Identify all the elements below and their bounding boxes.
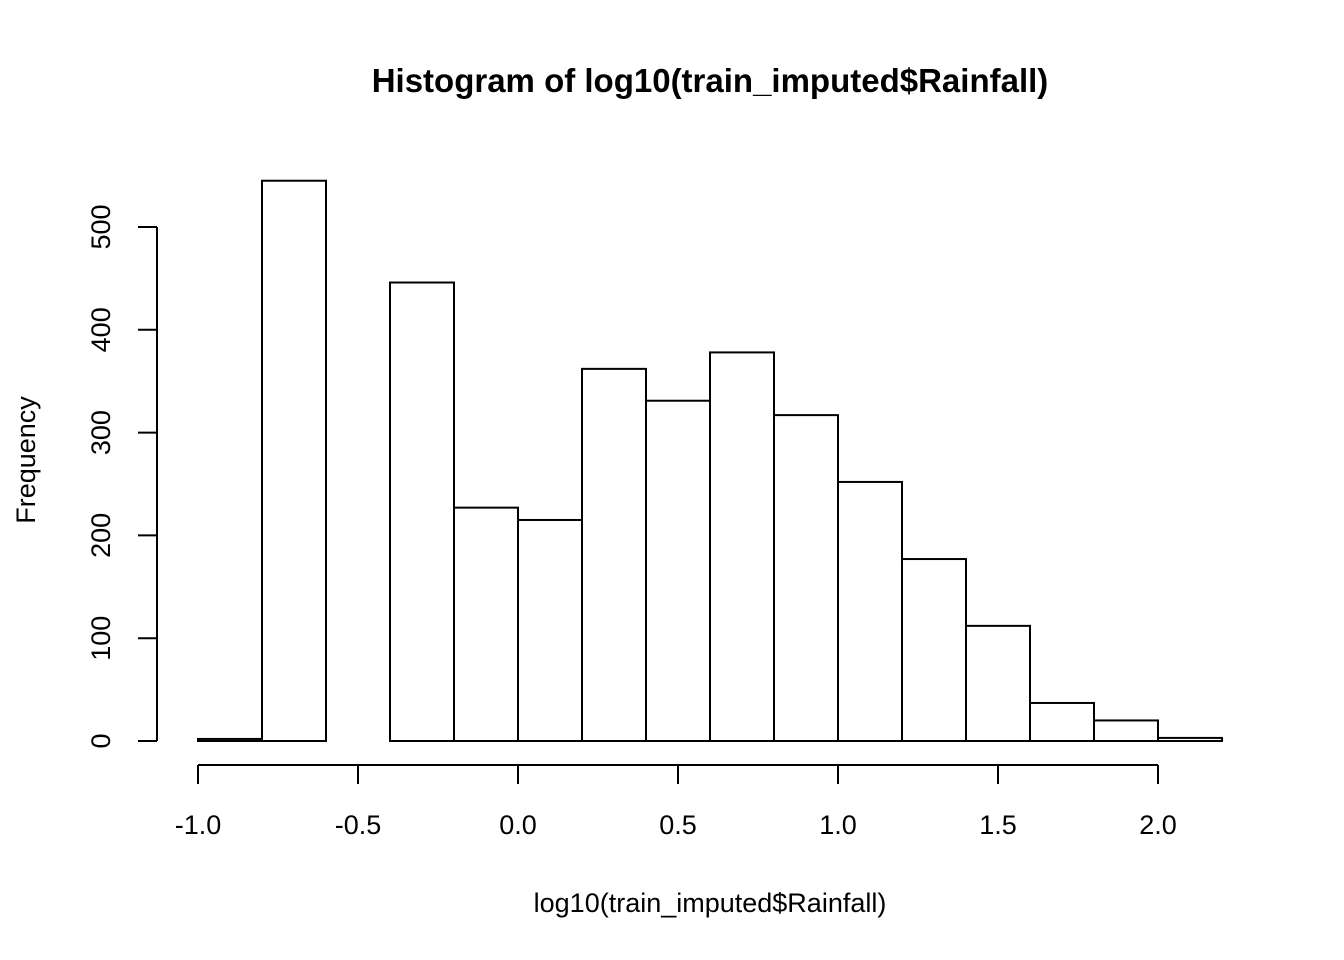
y-tick-label: 100 bbox=[86, 616, 116, 661]
x-tick-label: -1.0 bbox=[175, 810, 222, 840]
histogram-bar bbox=[1157, 736, 1223, 743]
histogram-bar bbox=[389, 281, 455, 742]
x-tick-label: 1.5 bbox=[979, 810, 1017, 840]
y-axis: 0 100 200 300 400 500 bbox=[86, 204, 158, 749]
x-tick-label: 1.0 bbox=[819, 810, 857, 840]
histogram-bar bbox=[837, 480, 903, 742]
histogram-bar bbox=[581, 367, 647, 742]
x-tick-label: -0.5 bbox=[335, 810, 382, 840]
histogram-bar bbox=[645, 399, 711, 742]
x-tick-label: 0.0 bbox=[499, 810, 537, 840]
x-tick-label: 2.0 bbox=[1139, 810, 1177, 840]
x-axis: -1.0 -0.5 0.0 0.5 1.0 1.5 2.0 bbox=[175, 764, 1177, 840]
histogram-bar bbox=[965, 624, 1031, 743]
histogram-bar bbox=[1093, 719, 1159, 743]
histogram-bar bbox=[261, 179, 327, 743]
histogram-bar bbox=[709, 351, 775, 742]
bars-group bbox=[197, 179, 1223, 743]
histogram-bar bbox=[453, 506, 519, 743]
y-tick-label: 500 bbox=[86, 204, 116, 249]
x-tick-label: 0.5 bbox=[659, 810, 697, 840]
histogram-bar bbox=[901, 558, 967, 742]
y-tick-label: 300 bbox=[86, 410, 116, 455]
y-tick-label: 0 bbox=[86, 733, 116, 748]
histogram-bar bbox=[1029, 701, 1095, 742]
x-axis-label: log10(train_imputed$Rainfall) bbox=[534, 888, 887, 918]
chart-title: Histogram of log10(train_imputed$Rainfal… bbox=[372, 62, 1049, 99]
histogram-bar bbox=[773, 414, 839, 742]
histogram-bar bbox=[517, 518, 583, 742]
y-axis-label: Frequency bbox=[11, 396, 41, 524]
histogram-bar bbox=[197, 737, 263, 742]
y-tick-label: 200 bbox=[86, 513, 116, 558]
y-tick-label: 400 bbox=[86, 307, 116, 352]
